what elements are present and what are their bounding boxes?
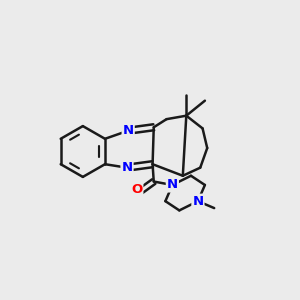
Text: N: N bbox=[167, 178, 178, 191]
Text: N: N bbox=[122, 161, 133, 174]
Text: N: N bbox=[123, 124, 134, 137]
Text: N: N bbox=[192, 195, 203, 208]
Text: O: O bbox=[131, 183, 142, 196]
